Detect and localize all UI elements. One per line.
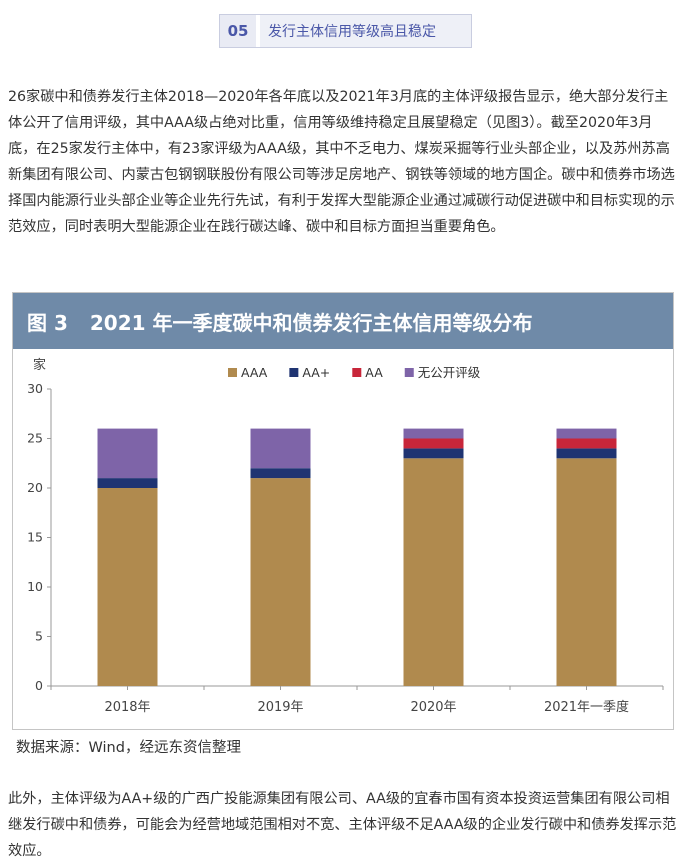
y-tick-label: 15 — [27, 530, 43, 545]
legend-label: 无公开评级 — [418, 365, 481, 380]
figure-title: 2021 年一季度碳中和债券发行主体信用等级分布 — [89, 310, 533, 335]
bar-segment — [403, 438, 464, 449]
legend-swatch — [404, 368, 414, 377]
legend-swatch — [228, 368, 237, 377]
bar-segment — [250, 478, 311, 686]
x-tick-label: 2019年 — [257, 700, 303, 715]
legend-swatch — [352, 368, 362, 377]
body-paragraph-1: 26家碳中和债券发行主体2018—2020年各年底以及2021年3月底的主体评级… — [8, 89, 675, 235]
bar-segment — [403, 428, 464, 439]
body-paragraph-2: 此外，主体评级为AA+级的广西广投能源集团有限公司、AA级的宜春市国有资本投资运… — [8, 791, 677, 859]
legend-label: AA — [365, 365, 383, 380]
bar-segment — [403, 448, 464, 459]
bar-segment — [250, 468, 311, 479]
bar-segment — [97, 488, 158, 686]
figure-number: 图 3 — [27, 310, 68, 335]
bar-segment — [250, 428, 311, 469]
figure-header: 图 3 2021 年一季度碳中和债券发行主体信用等级分布 — [13, 293, 673, 349]
x-tick-label: 2020年 — [410, 700, 456, 715]
bar-segment — [97, 478, 158, 488]
y-tick-label: 10 — [27, 579, 43, 594]
y-tick-label: 20 — [27, 480, 43, 495]
legend-label: AA+ — [302, 365, 330, 380]
figure-3: 图 3 2021 年一季度碳中和债券发行主体信用等级分布 家 0 5 10 15 20 25… — [12, 292, 674, 730]
data-source-note: 数据来源：Wind，经远东资信整理 — [16, 740, 241, 756]
legend-label: AAA — [241, 365, 268, 380]
bar-segment — [97, 428, 158, 479]
bar-segment — [556, 458, 617, 686]
y-axis-label: 家 — [33, 357, 46, 373]
y-tick-label: 25 — [27, 431, 43, 446]
section-title: 发行主体信用等级高且稳定 — [260, 15, 471, 47]
bar-segment — [556, 438, 617, 449]
section-heading: 05 发行主体信用等级高且稳定 — [219, 14, 472, 48]
section-number: 05 — [220, 15, 256, 47]
legend-swatch — [289, 368, 299, 377]
bar-segment — [556, 448, 617, 459]
x-tick-label: 2021年一季度 — [544, 699, 629, 715]
y-tick-label: 30 — [27, 381, 43, 396]
bar-segment — [556, 428, 617, 439]
y-tick-label: 5 — [35, 629, 43, 644]
bar-segment — [403, 458, 464, 686]
x-tick-label: 2018年 — [104, 700, 150, 715]
stacked-bar-chart: 家 0 5 10 15 20 25 30 AAA AA+ AA 无公开评级 2018年 2019年 2020… — [27, 357, 664, 715]
y-tick-label: 0 — [35, 678, 43, 693]
